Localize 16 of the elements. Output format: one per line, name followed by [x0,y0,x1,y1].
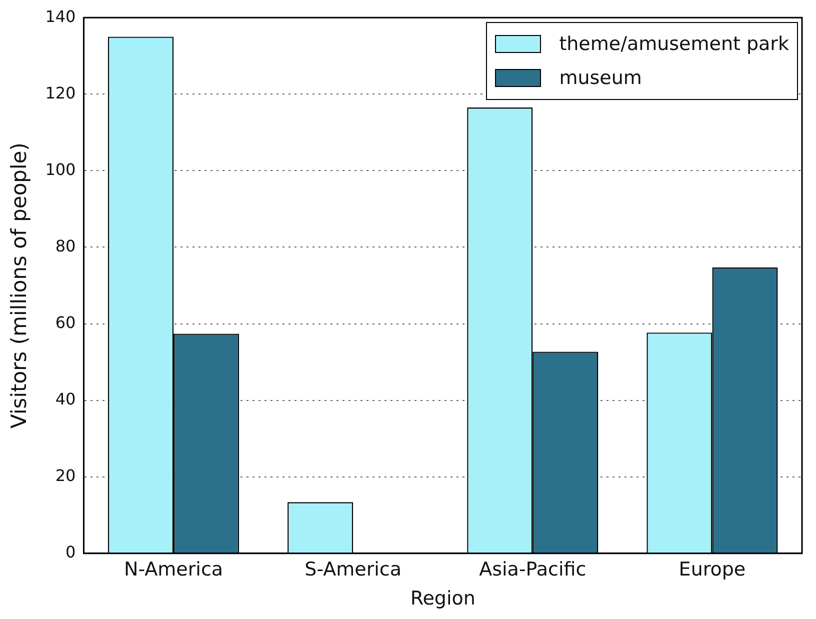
y-tick-label: 80 [55,236,76,256]
y-tick-label: 60 [55,312,76,332]
y-tick-label: 40 [55,389,76,408]
x-tick-label: N-America [124,558,224,581]
y-tick-label: 120 [45,83,76,102]
y-tick-label: 100 [45,160,76,179]
y-tick-label: 0 [66,542,76,562]
y-axis-title: Visitors (millions of people) [7,142,32,428]
x-axis-title: Region [410,588,476,610]
x-tick-label: Asia-Pacific [479,558,586,581]
legend-label: theme/amusement park [559,32,789,55]
x-tick-label: S-America [304,558,402,581]
legend-label: museum [559,66,642,89]
y-tick-label: 140 [45,6,76,26]
x-tick-label: Europe [678,558,746,581]
y-tick-label: 20 [55,466,76,486]
